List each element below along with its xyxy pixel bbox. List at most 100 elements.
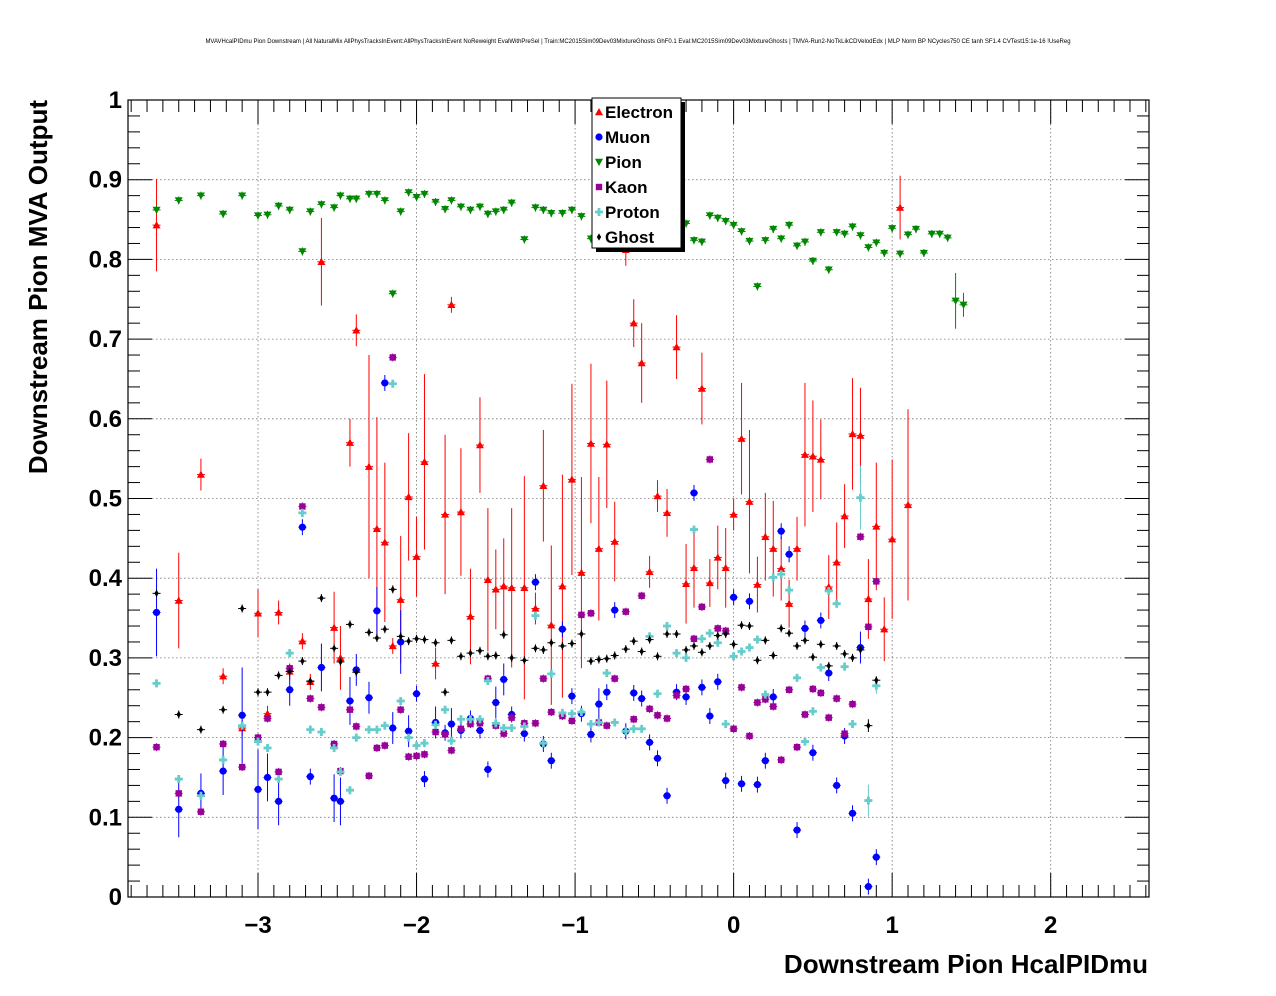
data-point (714, 625, 721, 632)
data-point (664, 630, 670, 638)
data-point (442, 688, 448, 696)
data-point (691, 642, 697, 650)
data-point (778, 624, 784, 633)
y-tick-label: 0 (109, 884, 122, 911)
data-point (364, 190, 373, 199)
data-point (745, 237, 754, 246)
data-point (547, 669, 556, 678)
data-point (622, 608, 630, 615)
data-point (306, 773, 314, 781)
data-point (372, 725, 381, 734)
data-point (872, 853, 880, 861)
data-point (317, 663, 326, 672)
data-point (431, 198, 440, 207)
data-point (413, 752, 420, 760)
data-point (873, 578, 880, 585)
data-point (449, 636, 454, 644)
data-point (848, 223, 857, 231)
y-tick-label: 0.1 (89, 804, 122, 831)
data-point (353, 723, 360, 730)
data-point (531, 611, 540, 620)
data-point (306, 725, 315, 734)
data-series (152, 175, 968, 895)
data-point (771, 651, 776, 660)
data-point (153, 743, 160, 751)
data-point (809, 749, 817, 757)
legend-marker-proton (595, 208, 603, 217)
data-point (520, 236, 529, 244)
data-point (723, 630, 728, 638)
data-point (785, 221, 794, 230)
data-point (509, 654, 514, 662)
data-point (919, 249, 928, 258)
data-point (655, 652, 660, 660)
y-tick-label: 0.9 (89, 167, 122, 194)
data-point (857, 533, 864, 540)
data-point (785, 599, 794, 607)
data-point (737, 434, 746, 442)
data-point (397, 706, 404, 713)
data-point (785, 686, 793, 693)
data-point (499, 206, 508, 214)
data-point (287, 667, 292, 676)
data-point (610, 537, 619, 545)
legend-marker-muon (595, 133, 603, 141)
data-point (739, 621, 744, 629)
data-point (825, 714, 832, 721)
data-point (596, 655, 602, 664)
data-point (558, 708, 567, 717)
data-point (548, 708, 555, 716)
data-point (753, 283, 762, 291)
data-point (365, 772, 373, 780)
data-point (698, 683, 706, 691)
data-point (298, 523, 306, 531)
data-point (604, 655, 609, 663)
data-point (713, 553, 722, 561)
data-point (558, 209, 567, 218)
data-point (381, 379, 389, 387)
data-point (441, 205, 450, 214)
data-point (381, 742, 389, 749)
data-point (531, 604, 540, 612)
data-point (611, 675, 618, 682)
data-point (663, 792, 671, 800)
data-point (447, 736, 456, 745)
data-point (389, 724, 397, 732)
data-point (793, 242, 802, 250)
data-point (152, 679, 161, 688)
data-point (520, 722, 529, 731)
data-point (715, 631, 720, 640)
data-point (275, 768, 282, 776)
data-point (174, 596, 183, 604)
data-point (904, 500, 913, 509)
data-point (612, 651, 617, 660)
data-point (637, 359, 646, 367)
data-point (491, 208, 500, 216)
data-point (682, 653, 691, 662)
data-point (697, 238, 706, 246)
data-point (769, 693, 777, 701)
data-point (654, 712, 661, 719)
data-point (706, 456, 714, 463)
data-point (152, 221, 161, 229)
data-point (456, 203, 465, 211)
data-point (874, 676, 879, 684)
data-point (707, 642, 713, 650)
data-point (275, 797, 283, 805)
data-point (220, 706, 226, 714)
data-point (586, 720, 595, 729)
data-point (729, 652, 738, 661)
data-point (761, 757, 769, 765)
data-point (539, 481, 548, 489)
data-point (372, 190, 381, 199)
data-point (833, 695, 840, 702)
data-point (569, 639, 575, 648)
data-point (483, 575, 492, 583)
data-point (629, 724, 638, 733)
data-point (197, 808, 205, 815)
data-point (927, 230, 936, 238)
data-point (832, 229, 841, 237)
y-tick-label: 0.3 (89, 645, 122, 672)
data-point (491, 719, 500, 728)
data-point (800, 450, 809, 458)
